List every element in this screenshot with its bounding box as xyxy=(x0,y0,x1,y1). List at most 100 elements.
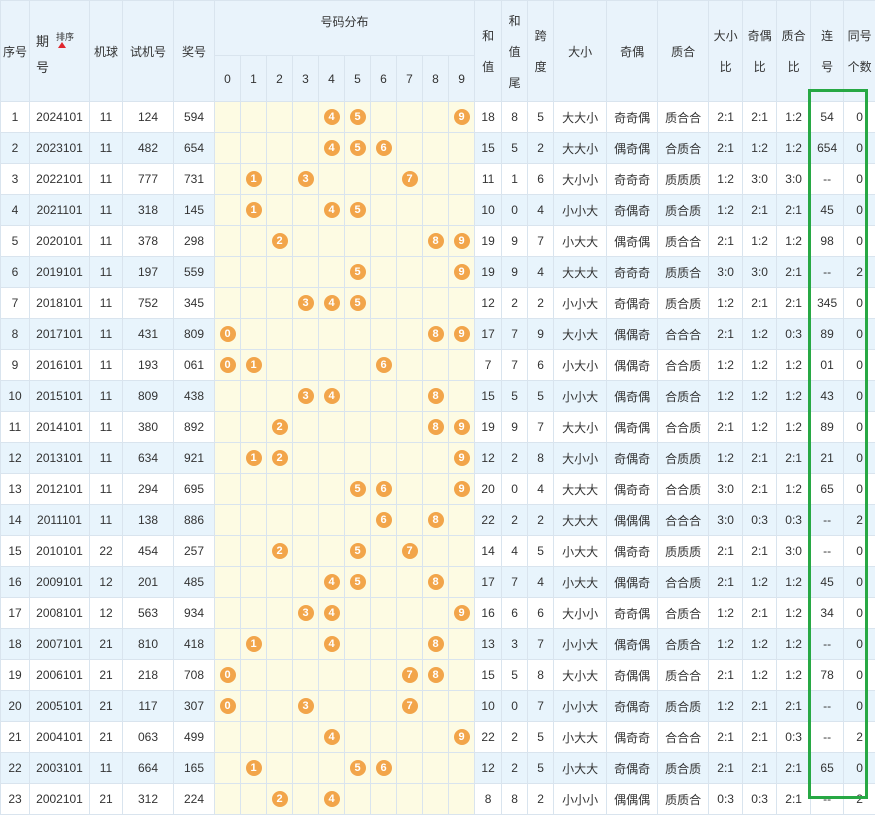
cell-dist xyxy=(215,412,241,443)
cell-dist xyxy=(267,350,293,381)
cell-consec: 01 xyxy=(811,350,844,381)
cell-test: 380 xyxy=(123,412,174,443)
cell-dist xyxy=(423,195,449,226)
cell-oddeven: 偶偶偶 xyxy=(607,505,658,536)
cell-machine: 21 xyxy=(90,660,123,691)
col-digit: 2 xyxy=(267,56,293,102)
cell-dist xyxy=(241,257,267,288)
cell-dist: 4 xyxy=(319,784,345,815)
col-digit: 1 xyxy=(241,56,267,102)
cell-dist xyxy=(319,319,345,350)
cell-prize: 594 xyxy=(174,102,215,133)
cell-pcratio: 1:2 xyxy=(777,226,811,257)
cell-oeratio: 2:1 xyxy=(743,195,777,226)
number-ball: 3 xyxy=(298,171,314,187)
cell-dist: 9 xyxy=(449,257,475,288)
cell-sum: 12 xyxy=(475,443,502,474)
cell-sum: 19 xyxy=(475,257,502,288)
cell-primecomp: 质合质 xyxy=(658,288,709,319)
cell-oddeven: 偶奇奇 xyxy=(607,536,658,567)
cell-dist xyxy=(267,660,293,691)
cell-bigsmall: 大小小 xyxy=(554,598,607,629)
number-ball: 5 xyxy=(350,140,366,156)
cell-bsratio: 2:1 xyxy=(709,536,743,567)
cell-oeratio: 1:2 xyxy=(743,567,777,598)
cell-period: 2006101 xyxy=(30,660,90,691)
cell-sumtail: 9 xyxy=(502,412,528,443)
cell-oeratio: 1:2 xyxy=(743,319,777,350)
cell-sum: 22 xyxy=(475,505,502,536)
cell-span: 6 xyxy=(528,350,554,381)
cell-dist xyxy=(319,660,345,691)
cell-dist xyxy=(267,133,293,164)
cell-oddeven: 奇偶偶 xyxy=(607,660,658,691)
cell-machine: 11 xyxy=(90,133,123,164)
col-period[interactable]: 期 号 排序 xyxy=(30,1,90,102)
cell-dist xyxy=(371,412,397,443)
col-prize: 奖号 xyxy=(174,1,215,102)
cell-dist xyxy=(423,133,449,164)
cell-oddeven: 奇偶奇 xyxy=(607,691,658,722)
cell-dist xyxy=(241,784,267,815)
cell-dist xyxy=(319,443,345,474)
cell-primecomp: 合合合 xyxy=(658,505,709,536)
cell-dist: 3 xyxy=(293,691,319,722)
cell-dist xyxy=(345,784,371,815)
cell-sum: 18 xyxy=(475,102,502,133)
cell-pcratio: 0:3 xyxy=(777,505,811,536)
cell-dist: 4 xyxy=(319,288,345,319)
cell-prize: 921 xyxy=(174,443,215,474)
cell-sumtail: 7 xyxy=(502,350,528,381)
cell-dist xyxy=(241,474,267,505)
cell-prize: 695 xyxy=(174,474,215,505)
cell-dist xyxy=(319,505,345,536)
col-digit: 5 xyxy=(345,56,371,102)
cell-consec: 65 xyxy=(811,753,844,784)
cell-same: 0 xyxy=(844,753,875,784)
cell-oddeven: 奇偶奇 xyxy=(607,288,658,319)
cell-primecomp: 合质合 xyxy=(658,629,709,660)
cell-period: 2011101 xyxy=(30,505,90,536)
cell-dist xyxy=(397,288,423,319)
cell-seq: 20 xyxy=(1,691,30,722)
cell-seq: 3 xyxy=(1,164,30,195)
cell-dist: 8 xyxy=(423,660,449,691)
cell-same: 2 xyxy=(844,722,875,753)
col-digit: 0 xyxy=(215,56,241,102)
cell-test: 193 xyxy=(123,350,174,381)
cell-test: 809 xyxy=(123,381,174,412)
cell-bigsmall: 小大大 xyxy=(554,722,607,753)
cell-bigsmall: 大小小 xyxy=(554,443,607,474)
cell-dist xyxy=(345,691,371,722)
cell-dist xyxy=(319,536,345,567)
sort-arrow-icon[interactable] xyxy=(58,42,66,48)
cell-dist xyxy=(241,226,267,257)
cell-dist: 7 xyxy=(397,536,423,567)
cell-primecomp: 质合质 xyxy=(658,691,709,722)
cell-dist xyxy=(397,629,423,660)
cell-sumtail: 2 xyxy=(502,722,528,753)
cell-prize: 708 xyxy=(174,660,215,691)
cell-sumtail: 0 xyxy=(502,691,528,722)
cell-bsratio: 1:2 xyxy=(709,195,743,226)
cell-consec: -- xyxy=(811,257,844,288)
cell-consec: 98 xyxy=(811,226,844,257)
cell-oddeven: 奇奇奇 xyxy=(607,257,658,288)
cell-dist: 5 xyxy=(345,753,371,784)
cell-period: 2018101 xyxy=(30,288,90,319)
cell-dist: 3 xyxy=(293,164,319,195)
cell-bsratio: 2:1 xyxy=(709,567,743,598)
cell-dist xyxy=(423,722,449,753)
cell-dist xyxy=(241,505,267,536)
cell-dist xyxy=(371,443,397,474)
cell-dist xyxy=(241,381,267,412)
cell-dist xyxy=(293,195,319,226)
number-ball: 6 xyxy=(376,512,392,528)
number-ball: 8 xyxy=(428,667,444,683)
cell-span: 4 xyxy=(528,195,554,226)
cell-period: 2022101 xyxy=(30,164,90,195)
col-oddeven: 奇偶 xyxy=(607,1,658,102)
cell-same: 0 xyxy=(844,443,875,474)
